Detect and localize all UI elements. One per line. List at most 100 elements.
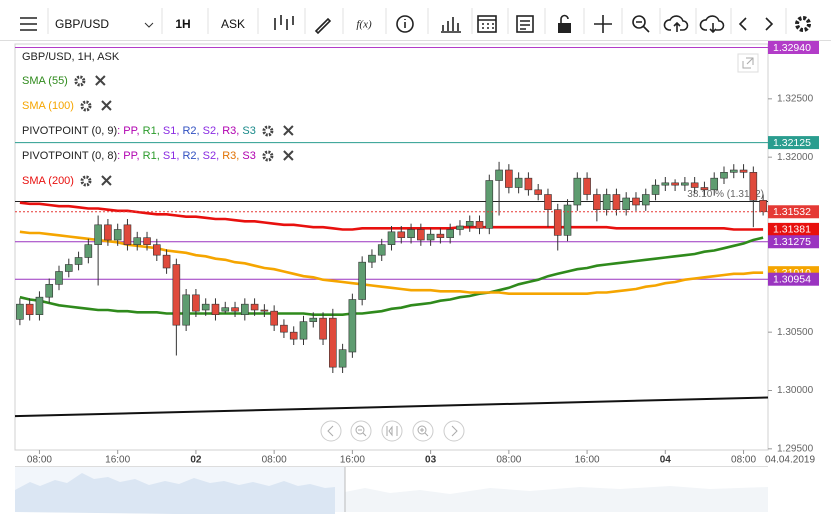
legend-text: , [236,150,242,162]
candle-body [681,182,689,186]
candle-body [495,169,503,181]
scroll-left[interactable] [738,17,747,31]
legend-text: , [236,125,242,137]
volume-button[interactable] [441,17,461,33]
candle-body [759,200,767,213]
toolbar-buttons: GBP/USD 1H ASK f(x) [20,8,811,35]
candle-body [94,224,102,245]
candle-body [16,303,24,320]
candle-body [641,194,650,206]
candle-body [299,321,308,340]
legend-text: S1 [163,150,176,162]
candle-body [544,194,552,210]
close-icon[interactable] [101,100,112,111]
candle-body [280,324,288,333]
candle-body [505,169,513,188]
info-button[interactable] [396,15,414,33]
upload-button[interactable] [663,15,689,32]
close-icon[interactable] [95,75,106,86]
settings-button[interactable] [795,16,811,32]
candle-body [182,294,190,326]
scroll-right[interactable] [765,17,774,31]
settings-icon[interactable] [262,150,274,162]
legend-text: R1 [143,125,157,137]
candle-body [172,264,181,326]
settings-icon[interactable] [80,175,92,187]
nav-zoom-out[interactable] [350,420,372,442]
sma-line [19,236,764,316]
sma-line [19,230,764,295]
candle-body [143,237,151,245]
lock-button[interactable] [558,14,571,34]
candle-body [710,177,719,191]
nav-zoom-in[interactable] [412,420,434,442]
candle-body [35,296,44,315]
y-tick-label: 1.32500 [777,93,814,104]
crosshair-button[interactable] [594,15,612,33]
legend-text: PIVOTPOINT (0, 8) [22,150,117,162]
y-tick-label: 1.32000 [777,152,814,163]
symbol[interactable]: GBP/USD [55,17,109,31]
legend-sma200: SMA (200) [22,175,74,187]
legend-text: S3 [242,125,255,137]
candle-body [231,307,239,312]
nav-left[interactable] [320,420,342,442]
zoom-button[interactable] [632,15,650,33]
legend-text: : [117,125,123,137]
price-type[interactable]: ASK [221,17,245,31]
sma-last-box [768,222,819,236]
nav-right[interactable] [443,420,465,442]
menu-button[interactable] [20,17,37,31]
legend: GBP/USD, 1H, ASK SMA (55) SMA (100) PIVO… [22,51,256,187]
legend-text: R3 [222,125,236,137]
pivot-level-label: 1.30954 [773,273,811,285]
indicators-button[interactable]: f(x) [356,19,372,31]
legend-text: , [197,150,203,162]
pivot-level-box [768,272,819,286]
legend-text: PP [123,125,137,137]
y-tick-label: 1.30500 [777,327,814,338]
close-icon[interactable] [101,175,112,186]
candle-body [407,229,415,238]
candle-body [162,254,171,269]
legend-text: S1 [163,125,176,137]
candle-body [358,261,366,300]
draw-button[interactable] [314,17,332,35]
date-label: 04.04.2019 [765,455,815,466]
news-button[interactable] [516,15,534,33]
legend-text: , [197,125,203,137]
settings-icon[interactable] [74,75,86,87]
candle-body [651,184,660,195]
candle-body [387,231,396,245]
settings-icon[interactable] [262,125,274,137]
candle-body [700,187,709,191]
candle-body [749,172,758,201]
fib-label: 38.10 % (1.3162) [687,189,764,200]
candle-body [739,169,748,173]
symbol-dropdown[interactable] [144,22,154,28]
legend-text: , [216,125,222,137]
legend-text: , [137,125,143,137]
close-icon[interactable] [283,150,294,161]
candle-body [348,299,357,353]
navigator-area-rest [345,486,768,512]
settings-icon[interactable] [80,100,92,112]
candle-body [602,194,611,210]
candle-body [534,189,542,195]
calendar-button[interactable] [477,15,497,33]
nav-reset[interactable] [381,420,403,442]
plot: 38.10 % (1.3162) [14,47,769,418]
close-icon[interactable] [283,125,294,136]
candle-body [250,303,259,311]
candle-body [270,310,278,326]
legend-text: PIVOTPOINT (0, 9) [22,125,117,137]
pivot-level-box [768,136,819,150]
candle-body [221,307,230,312]
legend-text: , [137,150,143,162]
download-button[interactable] [699,15,725,34]
candle-body [446,229,454,238]
candle-body [260,309,269,312]
legend-text: R2 [182,125,196,137]
timeframe[interactable]: 1H [175,17,190,31]
chart-type-button[interactable] [274,15,294,30]
